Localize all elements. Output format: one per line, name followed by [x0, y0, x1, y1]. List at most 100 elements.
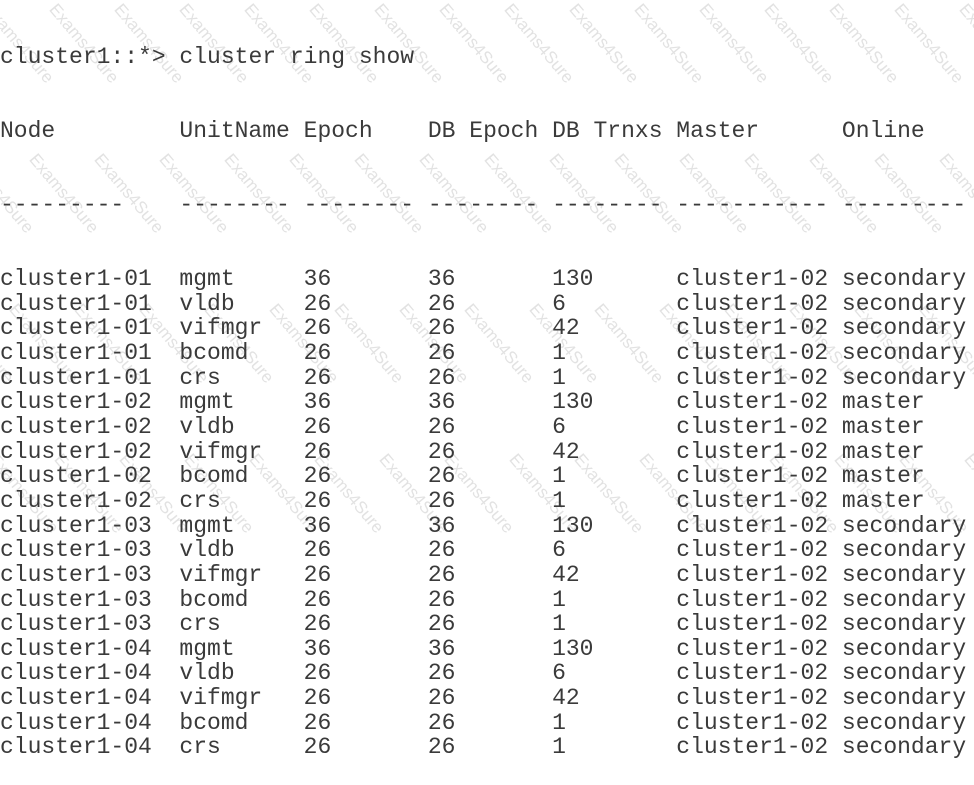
table-row: cluster1-03 bcomd 26 26 1 cluster1-02 secondar…	[0, 586, 974, 613]
online-cell: secondary	[841, 660, 967, 687]
master-cell: cluster1-02	[676, 389, 829, 416]
unit-name-cell: vldb	[179, 660, 235, 687]
db-epoch-cell: 36	[427, 389, 456, 416]
unit-name-cell: mgmt	[179, 389, 235, 416]
master-cell: cluster1-02	[676, 315, 829, 342]
table-row: cluster1-03 mgmt 36 36 130 cluster1-02 seconda…	[0, 512, 974, 539]
epoch-cell: 26	[303, 685, 332, 712]
node-cell: cluster1-03	[0, 512, 152, 539]
epoch-cell: 36	[303, 635, 332, 662]
unit-name-cell: mgmt	[179, 512, 235, 539]
epoch-cell: 26	[303, 487, 332, 514]
master-cell: cluster1-02	[676, 660, 829, 687]
unit-name-cell: crs	[179, 734, 221, 761]
epoch-cell: 26	[303, 734, 332, 761]
epoch-cell: 26	[303, 414, 332, 441]
node-cell: cluster1-02	[0, 389, 152, 416]
online-cell: secondary	[841, 364, 967, 391]
unit-name-cell: UnitName	[179, 118, 290, 145]
node-cell: cluster1-02	[0, 414, 152, 441]
online-cell: secondary	[841, 340, 967, 367]
online-cell: secondary	[841, 290, 967, 317]
master-cell: -----------	[676, 192, 829, 219]
master-cell: cluster1-02	[676, 734, 829, 761]
unit-name-cell: bcomd	[179, 463, 249, 490]
node-cell: cluster1-02	[0, 438, 152, 465]
db-epoch-cell: 26	[427, 537, 456, 564]
db-trnxs-cell: 1	[552, 340, 566, 367]
db-trnxs-cell: 6	[552, 537, 566, 564]
unit-name-cell: --------	[179, 192, 290, 219]
unit-name-cell: vifmgr	[179, 315, 263, 342]
unit-name-cell: crs	[179, 364, 221, 391]
unit-name-cell: vldb	[179, 290, 235, 317]
db-epoch-cell: 26	[427, 660, 456, 687]
epoch-cell: 26	[303, 364, 332, 391]
unit-name-cell: crs	[179, 611, 221, 638]
table-row: cluster1-02 vifmgr 26 26 42 cluster1-02 master	[0, 440, 974, 465]
master-cell: cluster1-02	[676, 463, 829, 490]
db-trnxs-cell: 1	[552, 734, 566, 761]
master-cell: cluster1-02	[676, 512, 829, 539]
table-row: cluster1-01 crs 26 26 1 cluster1-02 secondary	[0, 366, 974, 391]
master-cell: cluster1-02	[676, 364, 829, 391]
table-separator: --------- -------- -------- -------- -------…	[0, 193, 974, 218]
db-trnxs-cell: DB Trnxs	[552, 118, 663, 145]
db-epoch-cell: 26	[427, 611, 456, 638]
db-epoch-cell: DB Epoch	[427, 118, 539, 145]
online-cell: secondary	[841, 635, 967, 662]
db-trnxs-cell: 130	[552, 266, 594, 293]
online-cell: secondary	[841, 561, 967, 588]
epoch-cell: --------	[303, 192, 415, 219]
online-cell: secondary	[841, 266, 967, 293]
unit-name-cell: bcomd	[179, 340, 249, 367]
db-trnxs-cell: 42	[552, 561, 580, 588]
db-trnxs-cell: 42	[552, 315, 580, 342]
node-cell: cluster1-02	[0, 463, 152, 490]
online-cell: Online	[841, 118, 925, 145]
unit-name-cell: vldb	[179, 537, 235, 564]
unit-name-cell: mgmt	[179, 266, 235, 293]
epoch-cell: 26	[303, 463, 332, 490]
db-trnxs-cell: 130	[552, 389, 594, 416]
db-trnxs-cell: 1	[552, 611, 566, 638]
db-epoch-cell: --------	[427, 192, 539, 219]
master-cell: cluster1-02	[676, 487, 829, 514]
master-cell: cluster1-02	[676, 438, 829, 465]
table-row: cluster1-01 mgmt 36 36 130 cluster1-02 seconda…	[0, 267, 974, 292]
epoch-cell: 26	[303, 290, 332, 317]
table-row: cluster1-03 vifmgr 26 26 42 cluster1-02 second…	[0, 563, 974, 588]
node-cell: cluster1-04	[0, 635, 152, 662]
node-cell: cluster1-03	[0, 611, 152, 638]
epoch-cell: 26	[303, 438, 332, 465]
node-cell: cluster1-01	[0, 340, 152, 367]
epoch-cell: 26	[303, 709, 332, 736]
table-row: cluster1-04 mgmt 36 36 130 cluster1-02 seconda…	[0, 637, 974, 662]
epoch-cell: Epoch	[303, 118, 373, 145]
online-cell: secondary	[841, 315, 967, 342]
db-trnxs-cell: 1	[552, 487, 566, 514]
node-cell: ---------	[0, 192, 125, 219]
command-prompt-line: cluster1::*> cluster ring show	[0, 44, 415, 71]
online-cell: secondary	[841, 709, 967, 736]
node-cell: cluster1-01	[0, 266, 152, 293]
table-row: cluster1-01 vldb 26 26 6 cluster1-02 secondary	[0, 292, 974, 317]
db-trnxs-cell: 42	[552, 438, 580, 465]
master-cell: cluster1-02	[676, 266, 829, 293]
master-cell: cluster1-02	[676, 709, 829, 736]
db-epoch-cell: 26	[427, 709, 456, 736]
db-epoch-cell: 36	[427, 266, 456, 293]
node-cell: cluster1-03	[0, 561, 152, 588]
master-cell: cluster1-02	[676, 635, 829, 662]
online-cell: master	[841, 487, 925, 514]
db-trnxs-cell: 1	[552, 463, 566, 490]
online-cell: secondary	[841, 611, 967, 638]
db-epoch-cell: 26	[427, 438, 456, 465]
master-cell: cluster1-02	[676, 414, 829, 441]
unit-name-cell: vifmgr	[179, 561, 263, 588]
node-cell: cluster1-04	[0, 685, 152, 712]
master-cell: cluster1-02	[676, 611, 829, 638]
db-epoch-cell: 26	[427, 734, 456, 761]
table-row: cluster1-04 bcomd 26 26 1 cluster1-02 secondar…	[0, 711, 974, 736]
online-cell: secondary	[841, 586, 967, 613]
